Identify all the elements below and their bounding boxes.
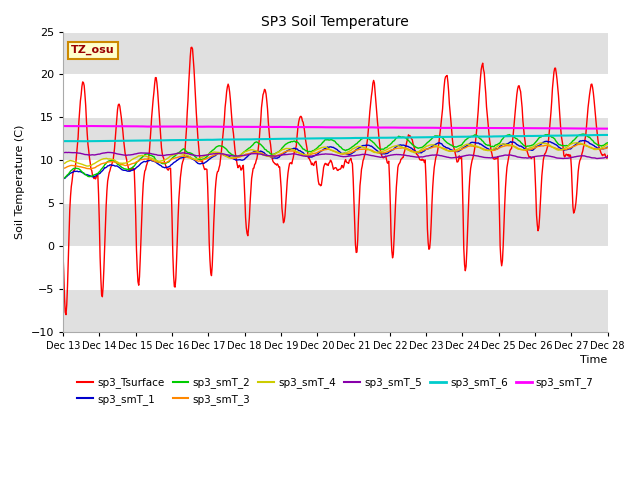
Bar	[63, 289, 608, 332]
Text: TZ_osu: TZ_osu	[71, 45, 115, 55]
Legend: sp3_Tsurface, sp3_smT_1, sp3_smT_2, sp3_smT_3, sp3_smT_4, sp3_smT_5, sp3_smT_6, : sp3_Tsurface, sp3_smT_1, sp3_smT_2, sp3_…	[73, 373, 598, 408]
Title: SP3 Soil Temperature: SP3 Soil Temperature	[262, 15, 409, 29]
Bar	[63, 32, 608, 74]
Bar	[63, 204, 608, 246]
Y-axis label: Soil Temperature (C): Soil Temperature (C)	[15, 125, 25, 239]
Text: Time: Time	[580, 355, 608, 365]
Bar	[63, 118, 608, 160]
